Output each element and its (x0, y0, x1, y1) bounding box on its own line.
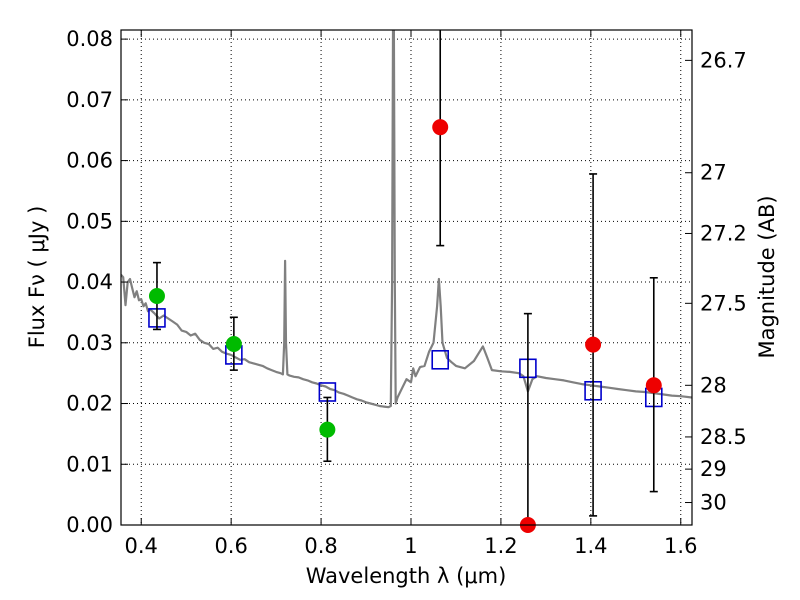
y-tick-label: 0.01 (66, 452, 113, 476)
low-significance-point (585, 336, 602, 353)
detection-point (148, 288, 165, 305)
y-tick-label: 0.00 (66, 513, 113, 537)
y2-tick-label: 30 (700, 491, 727, 515)
detection-point (225, 336, 242, 353)
y-tick-label: 0.08 (66, 27, 113, 51)
y-tick-label: 0.02 (66, 392, 113, 416)
y2-tick-label: 28 (700, 373, 727, 397)
detection-point (319, 421, 336, 438)
x-tick-label: 0.8 (304, 534, 337, 558)
x-tick-label: 0.6 (214, 534, 247, 558)
y-tick-label: 0.07 (66, 88, 113, 112)
low-significance-point (432, 119, 449, 136)
y2-tick-label: 28.5 (700, 425, 747, 449)
low-significance-point (645, 377, 662, 394)
y2-tick-label: 29 (700, 457, 727, 481)
model-photometry-square (431, 349, 450, 370)
ticks: 0.4 0.6 0.8 1 1.2 1.4 1.6 0.00 0.01 0.02 0.03 0.04 0… (66, 27, 747, 558)
y-tick-label: 0.06 (66, 149, 113, 173)
model-spectrum-line (121, 30, 692, 409)
y-tick-label: 0.03 (66, 331, 113, 355)
x-tick-label: 1.6 (664, 534, 697, 558)
x-tick-label: 1.2 (484, 534, 517, 558)
grid (121, 30, 692, 526)
x-tick-label: 0.4 (125, 534, 158, 558)
y-tick-label: 0.05 (66, 209, 113, 233)
y2-tick-label: 27 (700, 161, 727, 185)
x-axis-title: Wavelength λ (μm) (306, 564, 507, 588)
y2-tick-label: 27.5 (700, 291, 747, 315)
plot-area (121, 30, 692, 409)
y-tick-label: 0.04 (66, 270, 113, 294)
y2-tick-label: 26.7 (700, 48, 747, 72)
x-tick-label: 1 (404, 534, 417, 558)
y2-axis-title: Magnitude (AB) (755, 195, 779, 358)
y2-tick-label: 27.2 (700, 221, 747, 245)
x-tick-label: 1.4 (574, 534, 607, 558)
plot-frame (120, 29, 693, 526)
y-axis-title: Flux Fν ( μJy ) (25, 206, 49, 349)
